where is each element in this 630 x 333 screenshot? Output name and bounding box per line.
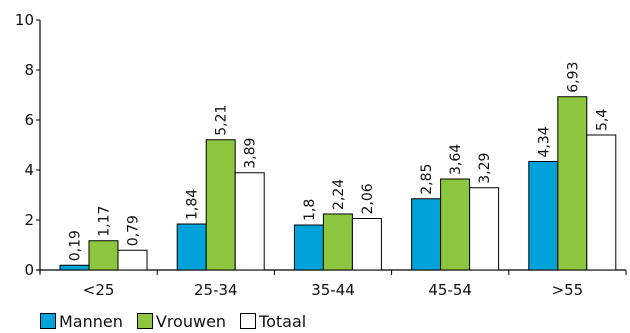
data-label: 3,64 — [448, 144, 464, 175]
bar-mannen — [528, 161, 559, 271]
data-label: 2,06 — [360, 183, 376, 214]
bars — [59, 96, 617, 271]
x-tick-label: 45-54 — [428, 281, 472, 299]
bar-mannen — [176, 223, 207, 271]
data-label: 5,4 — [594, 109, 610, 131]
data-label: 3,29 — [477, 153, 493, 184]
y-tick-label: 10 — [15, 11, 34, 29]
data-label: 0,79 — [126, 215, 142, 246]
legend-swatch — [240, 313, 257, 329]
legend-swatch — [40, 313, 56, 329]
bar-vrouwen — [440, 178, 471, 271]
bar-totaal — [234, 172, 265, 271]
y-tick-label: 6 — [24, 111, 34, 129]
bar-mannen — [411, 198, 442, 271]
bar-vrouwen — [557, 96, 588, 271]
bar-vrouwen — [205, 139, 236, 271]
y-axis: 0 2 4 6 8 10 — [15, 11, 41, 279]
bar-totaal — [586, 134, 617, 271]
y-tick-label: 4 — [24, 161, 34, 179]
legend-label: Vrouwen — [155, 311, 227, 331]
data-label: 4,34 — [536, 126, 552, 157]
legend-swatch — [136, 313, 153, 329]
data-label: 1,84 — [185, 189, 201, 220]
data-label: 5,21 — [214, 105, 230, 136]
x-tick-label: >55 — [552, 281, 584, 299]
legend-item-mannen: Mannen — [40, 312, 123, 331]
data-label: 1,17 — [97, 206, 113, 237]
legend-label: Totaal — [259, 311, 307, 331]
x-tick-label: 35-44 — [311, 281, 355, 299]
legend-item-totaal: Totaal — [240, 312, 306, 331]
data-label: 0,19 — [68, 230, 84, 261]
legend-label: Mannen — [59, 311, 123, 331]
data-label: 3,89 — [243, 138, 259, 169]
data-label: 6,93 — [565, 62, 581, 93]
legend-item-vrouwen: Vrouwen — [136, 311, 227, 331]
bar-vrouwen — [88, 240, 119, 271]
bar-mannen — [59, 264, 90, 271]
x-axis: <25 25-34 35-44 45-54 >55 — [37, 269, 627, 299]
data-label: 2,24 — [331, 179, 347, 210]
bar-mannen — [293, 224, 324, 271]
y-tick-label: 0 — [24, 261, 34, 279]
legend: Mannen Vrouwen Totaal — [40, 310, 320, 332]
y-tick-label: 8 — [24, 61, 34, 79]
bar-totaal — [117, 249, 148, 271]
x-tick-label: 25-34 — [194, 281, 238, 299]
bar-totaal — [351, 218, 382, 271]
data-labels: 0,19 1,17 0,79 1,84 5,21 3,89 1,8 2,24 2,06 2,85 3… — [68, 62, 611, 262]
bar-totaal — [469, 187, 500, 271]
data-label: 2,85 — [419, 164, 435, 195]
data-label: 1,8 — [302, 199, 318, 221]
x-tick-label: <25 — [83, 281, 115, 299]
y-tick-label: 2 — [24, 211, 34, 229]
bar-vrouwen — [322, 213, 353, 271]
